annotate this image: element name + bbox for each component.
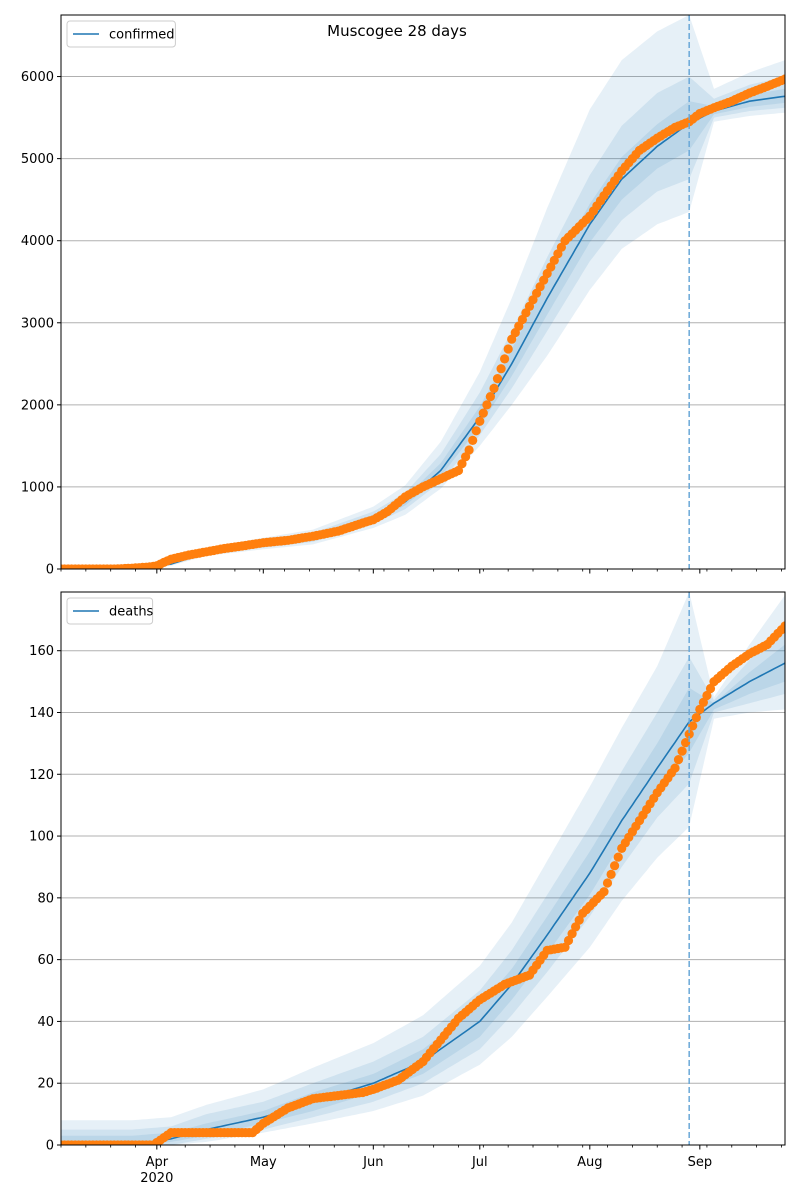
- observed-point: [613, 852, 623, 862]
- observed-point: [780, 74, 785, 84]
- plot-frame: [60, 14, 786, 570]
- x-tick-label: Jul: [471, 1155, 488, 1170]
- legend: deaths: [66, 597, 154, 625]
- legend: confirmed: [66, 20, 176, 48]
- observed-point: [684, 729, 694, 739]
- observed-point: [705, 683, 716, 694]
- x-tick-label: May: [250, 1155, 277, 1170]
- uncertainty-band-inner: [61, 644, 785, 1145]
- observed-point: [453, 465, 464, 476]
- y-tick-label: 6000: [21, 70, 54, 85]
- observed-point: [567, 929, 577, 939]
- chart-title: Muscogee 28 days: [327, 22, 467, 40]
- uncertainty-band-middle: [61, 619, 785, 1145]
- observed-point: [602, 878, 613, 888]
- y-tick-label: 20: [37, 1077, 54, 1092]
- observed-point: [691, 713, 701, 723]
- observed-point: [673, 755, 684, 765]
- y-tick-label: 80: [37, 891, 54, 906]
- observed-point: [574, 915, 584, 925]
- observed-point: [688, 721, 698, 731]
- legend-label: deaths: [109, 605, 154, 620]
- observed-point: [563, 935, 574, 946]
- observed-point: [681, 738, 691, 748]
- observed-point: [482, 400, 492, 410]
- observed-point: [500, 354, 510, 364]
- observed-point: [610, 861, 620, 871]
- x-tick-label: Jun: [362, 1155, 383, 1170]
- observed-point: [670, 763, 680, 773]
- y-tick-label: 60: [37, 953, 54, 968]
- y-tick-label: 1000: [21, 480, 54, 495]
- observed-point: [503, 344, 513, 354]
- y-tick-label: 160: [29, 644, 54, 659]
- uncertainty-band-outer: [61, 592, 785, 1145]
- legend-box: [66, 20, 176, 48]
- observed-point: [560, 942, 570, 952]
- observed-point: [677, 746, 687, 756]
- uncertainty-band-outer: [61, 15, 785, 569]
- observed-point: [571, 922, 581, 932]
- y-tick-label: 100: [29, 830, 54, 845]
- observed-point: [599, 887, 609, 897]
- y-tick-label: 120: [29, 768, 54, 783]
- observed-point: [780, 621, 785, 631]
- observed-point: [496, 364, 506, 374]
- y-tick-label: 5000: [21, 152, 54, 167]
- y-tick-label: 0: [46, 1139, 54, 1154]
- plot-area: [61, 15, 785, 569]
- observed-point: [461, 452, 471, 462]
- legend-box: [66, 597, 154, 625]
- legend-label: confirmed: [109, 28, 175, 43]
- observed-point: [606, 869, 616, 880]
- y-tick-label: 140: [29, 706, 54, 721]
- observed-point: [702, 690, 712, 701]
- observed-point: [457, 459, 467, 469]
- plot-frame: [60, 591, 786, 1146]
- observed-point: [485, 392, 495, 402]
- uncertainty-band-inner: [61, 88, 785, 569]
- observed-point: [492, 374, 503, 384]
- observed-point: [489, 383, 499, 393]
- observed-point: [464, 445, 474, 455]
- y-tick-label: 4000: [21, 234, 54, 249]
- observed-point: [698, 697, 709, 708]
- observed-point: [478, 408, 488, 418]
- x-tick-label: Aug: [577, 1155, 602, 1170]
- x-tick-label: Apr: [146, 1155, 169, 1170]
- x-year-label: 2020: [140, 1171, 173, 1186]
- y-tick-label: 0: [46, 563, 54, 578]
- plot-area: [61, 592, 785, 1145]
- observed-point: [475, 416, 485, 426]
- confirmed-panel: 0 1000 2000 3000 4000 5000 6000 confirmed: [21, 14, 786, 578]
- observed-point: [468, 435, 478, 445]
- y-tick-label: 3000: [21, 316, 54, 331]
- x-tick-label: Sep: [688, 1155, 713, 1170]
- y-tick-label: 2000: [21, 398, 54, 413]
- observed-point: [695, 704, 705, 715]
- observed-point: [471, 426, 481, 436]
- y-tick-label: 40: [37, 1015, 54, 1030]
